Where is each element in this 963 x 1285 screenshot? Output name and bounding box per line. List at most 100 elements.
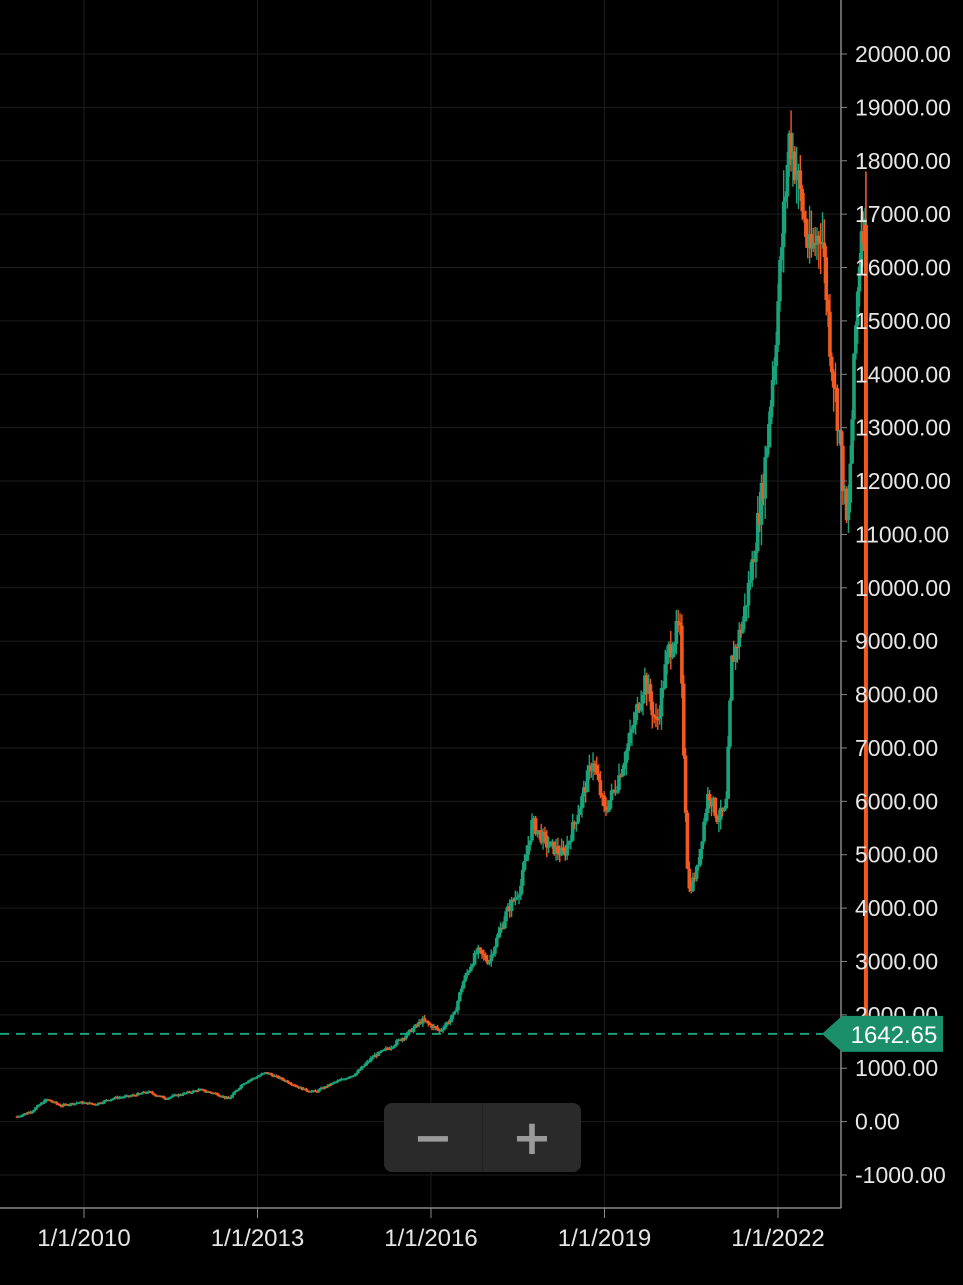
- candle-body: [715, 815, 719, 822]
- candle-body: [102, 1100, 107, 1103]
- candle-body: [700, 841, 705, 850]
- candle-body: [502, 921, 507, 929]
- y-tick-label: 5000.00: [855, 842, 938, 868]
- candle-body: [334, 1081, 338, 1084]
- candle-body: [184, 1092, 188, 1095]
- candle-body: [829, 356, 834, 373]
- candle-body: [411, 1027, 416, 1032]
- candle-body: [302, 1088, 307, 1091]
- candle-body: [757, 512, 762, 525]
- candle-body: [687, 868, 692, 889]
- candle-body: [626, 743, 631, 751]
- candle-body: [113, 1096, 118, 1099]
- candle-body: [593, 763, 597, 766]
- candle-body: [61, 1104, 66, 1106]
- candle-body: [783, 196, 788, 202]
- candle-body: [493, 946, 497, 954]
- candle-body: [644, 675, 649, 694]
- candle-body: [807, 234, 812, 249]
- candle-body: [15, 1116, 20, 1118]
- y-tick-label: 4000.00: [855, 895, 938, 921]
- candle-body: [363, 1063, 368, 1066]
- candle-body: [633, 712, 638, 725]
- candle-body: [609, 790, 614, 801]
- y-axis-labels: 20000.00 19000.00 18000.00 17000.00 16000.00…: [855, 41, 951, 1188]
- candle-body: [400, 1038, 405, 1041]
- candle-body: [854, 325, 858, 354]
- candles: [15, 110, 868, 1118]
- candle-body: [172, 1094, 177, 1097]
- candle-body: [158, 1095, 162, 1098]
- y-tick-label: 14000.00: [855, 361, 951, 387]
- candle-body: [852, 353, 856, 420]
- candle-body: [596, 773, 601, 781]
- candle-body: [528, 840, 532, 846]
- candle-body: [665, 651, 669, 665]
- candle-body: [224, 1097, 229, 1099]
- candle-body: [694, 866, 699, 880]
- candle-body: [376, 1051, 381, 1056]
- candle-body: [485, 959, 490, 964]
- candle-body: [50, 1101, 55, 1103]
- candle-body: [569, 840, 573, 843]
- candle-body: [846, 502, 851, 521]
- candle-body: [232, 1092, 236, 1095]
- candle-body: [82, 1102, 86, 1105]
- candle-body: [93, 1103, 98, 1106]
- candle-body: [728, 700, 732, 747]
- candle-body: [409, 1029, 414, 1032]
- candle-body: [97, 1102, 101, 1105]
- candle-body: [430, 1024, 434, 1028]
- candle-body: [828, 311, 832, 357]
- candle-body: [345, 1077, 349, 1080]
- candle-body: [17, 1116, 22, 1118]
- candle-body: [108, 1100, 112, 1102]
- candle-body: [802, 211, 806, 219]
- candle-body: [124, 1095, 129, 1097]
- candle-body: [195, 1090, 199, 1092]
- candle-body: [306, 1090, 310, 1093]
- candle-body: [748, 580, 753, 583]
- candle-body: [213, 1092, 218, 1095]
- candle-body: [474, 952, 479, 955]
- candle-body: [417, 1021, 421, 1025]
- candle-body: [330, 1082, 334, 1085]
- candle-body: [718, 807, 723, 820]
- candle-body: [424, 1020, 429, 1023]
- candle-body: [189, 1092, 194, 1094]
- candle-body: [132, 1094, 136, 1097]
- candle-body: [271, 1074, 275, 1077]
- axes: [0, 0, 847, 1218]
- candle-body: [578, 808, 582, 815]
- candle-body: [185, 1091, 190, 1094]
- candle-body: [781, 201, 786, 248]
- candle-body: [208, 1091, 212, 1093]
- candle-body: [544, 835, 549, 848]
- candle-body: [707, 794, 712, 801]
- candle-body: [809, 234, 814, 249]
- candle-body: [454, 1010, 458, 1012]
- candle-body: [713, 797, 717, 816]
- candle-body: [498, 927, 503, 933]
- candle-body: [148, 1091, 153, 1093]
- candle-body: [21, 1114, 25, 1116]
- zoom-out-button[interactable]: −: [412, 1109, 454, 1166]
- candle-body: [607, 800, 612, 811]
- candle-body: [817, 235, 821, 242]
- candle-body: [513, 897, 518, 901]
- candle-body: [495, 937, 499, 947]
- candle-body: [526, 845, 531, 855]
- candle-body: [58, 1104, 62, 1107]
- y-tick-label: 13000.00: [855, 415, 951, 441]
- candle-body: [111, 1098, 116, 1100]
- candle-body: [150, 1092, 155, 1094]
- zoom-in-button[interactable]: +: [482, 1103, 581, 1172]
- candle-body: [754, 551, 758, 563]
- candle-body: [750, 559, 755, 581]
- candle-body: [19, 1115, 23, 1118]
- candle-body: [324, 1086, 329, 1088]
- candle-body: [667, 644, 671, 652]
- candle-body: [559, 847, 564, 856]
- candle-body: [480, 949, 484, 954]
- candle-body: [496, 932, 501, 938]
